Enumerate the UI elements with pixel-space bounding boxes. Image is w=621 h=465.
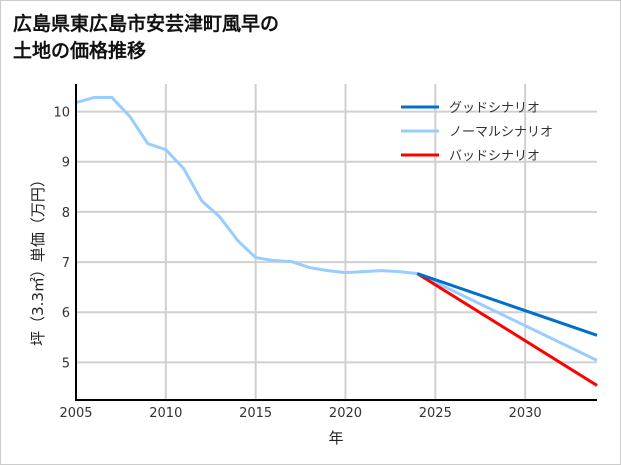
x-axis-label: 年 — [328, 429, 343, 447]
title-line-2: 土地の価格推移 — [13, 40, 147, 62]
y-tick-label: 10 — [53, 106, 70, 121]
chart-title: 広島県東広島市安芸津町風早の 土地の価格推移 — [13, 11, 279, 65]
series-line-1 — [75, 96, 598, 362]
title-line-1: 広島県東広島市安芸津町風早の — [13, 13, 280, 35]
legend-label: ノーマルシナリオ — [449, 125, 553, 140]
series-line-0 — [416, 272, 598, 337]
x-tick-label: 2005 — [59, 406, 92, 421]
series-line-2 — [416, 272, 598, 387]
legend-label: バッドシナリオ — [449, 149, 540, 164]
y-tick-label: 8 — [62, 206, 70, 221]
legend-label: グッドシナリオ — [449, 101, 540, 116]
y-tick-label: 9 — [62, 156, 70, 171]
x-tick-label: 2020 — [329, 406, 362, 421]
x-tick-label: 2015 — [239, 406, 272, 421]
x-tick-label: 2030 — [509, 406, 542, 421]
y-tick-label: 5 — [62, 356, 70, 371]
y-tick-label: 7 — [62, 256, 70, 271]
y-axis-label: 坪（3.3㎡）単価（万円） — [29, 172, 47, 346]
x-tick-label: 2025 — [419, 406, 452, 421]
y-tick-label: 6 — [62, 306, 70, 321]
x-tick-label: 2010 — [149, 406, 182, 421]
